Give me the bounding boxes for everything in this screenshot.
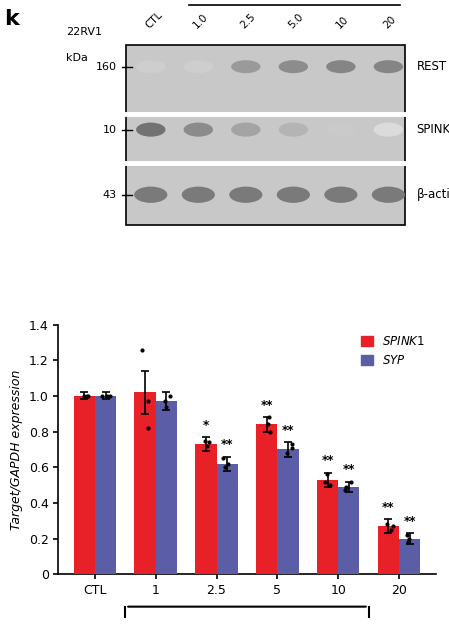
Ellipse shape bbox=[136, 60, 166, 73]
Text: kDa: kDa bbox=[66, 53, 88, 63]
Point bbox=[389, 521, 396, 531]
Bar bbox=[134, 392, 156, 574]
Ellipse shape bbox=[279, 60, 308, 73]
Bar bbox=[156, 401, 177, 574]
Bar bbox=[277, 449, 299, 574]
Point bbox=[162, 396, 169, 406]
Ellipse shape bbox=[136, 122, 166, 137]
Bar bbox=[399, 538, 420, 574]
Text: **: ** bbox=[343, 463, 355, 476]
Point bbox=[205, 437, 212, 447]
Text: *: * bbox=[203, 418, 209, 432]
Y-axis label: Target/GAPDH expression: Target/GAPDH expression bbox=[10, 369, 23, 529]
Bar bbox=[216, 464, 238, 574]
Ellipse shape bbox=[231, 60, 260, 73]
Point bbox=[405, 537, 412, 547]
Ellipse shape bbox=[326, 122, 356, 137]
Point bbox=[383, 519, 390, 529]
Ellipse shape bbox=[184, 60, 213, 73]
Point bbox=[106, 391, 114, 401]
Ellipse shape bbox=[374, 60, 403, 73]
Point bbox=[387, 524, 394, 534]
Point bbox=[204, 441, 211, 451]
Ellipse shape bbox=[231, 122, 260, 137]
Legend: $SPINK1$, $SYP$: $SPINK1$, $SYP$ bbox=[356, 331, 430, 372]
Point bbox=[265, 412, 273, 422]
FancyBboxPatch shape bbox=[126, 45, 405, 225]
Point bbox=[288, 439, 295, 449]
Point bbox=[347, 476, 354, 487]
Point bbox=[264, 420, 272, 430]
Bar bbox=[256, 425, 277, 574]
Text: 43: 43 bbox=[103, 190, 117, 200]
Ellipse shape bbox=[184, 122, 213, 137]
Point bbox=[324, 469, 331, 480]
Bar bbox=[378, 526, 399, 574]
Point bbox=[224, 459, 231, 469]
Text: 10: 10 bbox=[103, 124, 117, 134]
Bar bbox=[338, 487, 360, 574]
Text: **: ** bbox=[221, 438, 233, 451]
Ellipse shape bbox=[279, 122, 308, 137]
Point bbox=[221, 462, 228, 472]
Text: 22RV1: 22RV1 bbox=[66, 27, 102, 37]
Text: REST: REST bbox=[417, 60, 447, 73]
Text: β-actin: β-actin bbox=[417, 188, 449, 201]
Text: **: ** bbox=[260, 399, 273, 412]
Bar bbox=[95, 396, 116, 574]
Text: 5.0: 5.0 bbox=[286, 12, 305, 31]
Point bbox=[341, 485, 348, 495]
Text: **: ** bbox=[403, 515, 416, 528]
Point bbox=[406, 533, 413, 543]
Text: SPINK1: SPINK1 bbox=[417, 123, 449, 136]
Point bbox=[220, 453, 227, 463]
Point bbox=[266, 427, 273, 437]
Text: 2.5: 2.5 bbox=[239, 12, 258, 31]
Point bbox=[144, 423, 151, 433]
Text: k: k bbox=[4, 9, 19, 30]
Point bbox=[104, 391, 111, 401]
Point bbox=[289, 442, 296, 452]
Text: **: ** bbox=[382, 500, 395, 514]
Ellipse shape bbox=[277, 187, 310, 203]
Point bbox=[138, 345, 145, 355]
Point bbox=[83, 391, 90, 401]
Text: **: ** bbox=[321, 454, 334, 467]
Point bbox=[162, 401, 169, 411]
Ellipse shape bbox=[229, 187, 262, 203]
Point bbox=[342, 482, 349, 492]
Point bbox=[80, 391, 87, 401]
Text: 10: 10 bbox=[334, 15, 350, 31]
Point bbox=[326, 480, 334, 490]
Ellipse shape bbox=[372, 187, 405, 203]
Text: 20: 20 bbox=[381, 15, 398, 31]
Point bbox=[321, 476, 328, 487]
Text: 160: 160 bbox=[96, 62, 117, 72]
Ellipse shape bbox=[374, 122, 403, 137]
Point bbox=[403, 530, 410, 540]
Point bbox=[144, 396, 151, 406]
Bar bbox=[74, 396, 95, 574]
Point bbox=[84, 391, 91, 401]
Bar bbox=[317, 480, 338, 574]
Point bbox=[167, 391, 174, 401]
Ellipse shape bbox=[326, 60, 356, 73]
Ellipse shape bbox=[324, 187, 357, 203]
Point bbox=[283, 448, 290, 458]
Point bbox=[98, 391, 106, 401]
Ellipse shape bbox=[182, 187, 215, 203]
Text: **: ** bbox=[282, 424, 294, 437]
Text: 1.0: 1.0 bbox=[191, 12, 210, 31]
Point bbox=[202, 435, 209, 445]
Text: CTL: CTL bbox=[144, 10, 164, 31]
Bar bbox=[195, 444, 216, 574]
Ellipse shape bbox=[134, 187, 167, 203]
